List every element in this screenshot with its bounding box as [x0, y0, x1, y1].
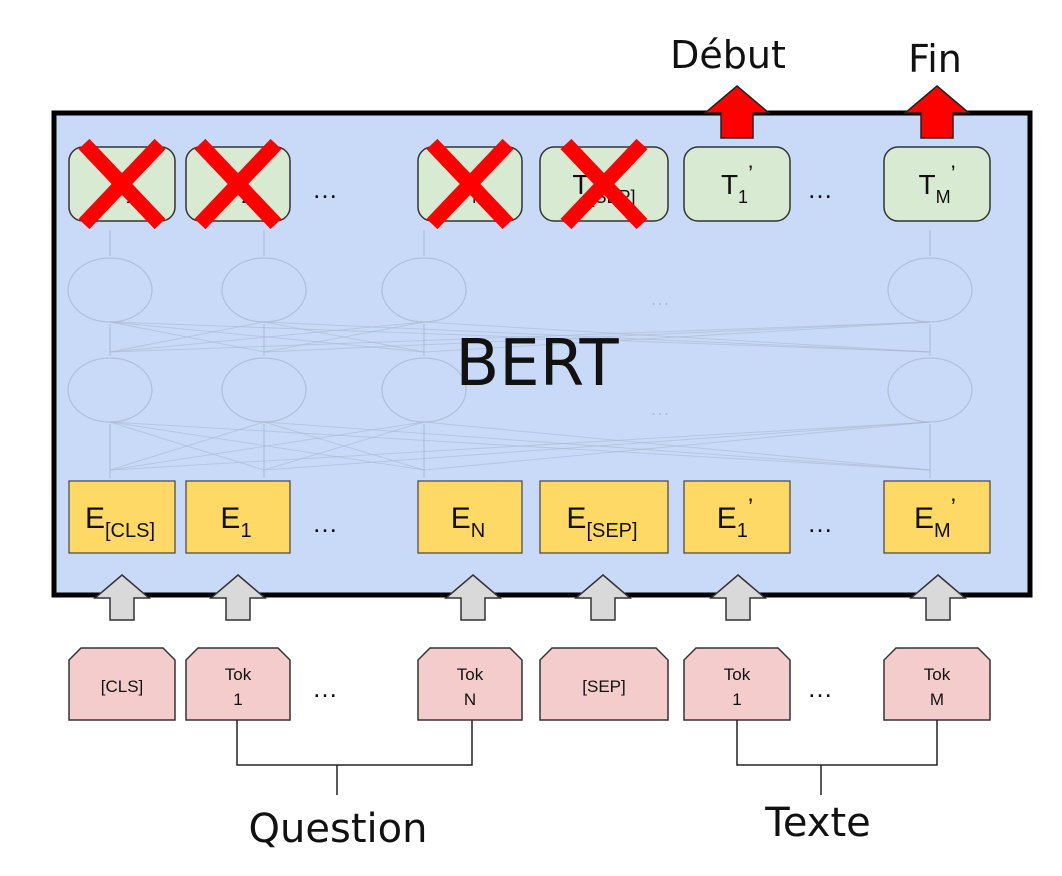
embedding-1: E1 — [185, 480, 291, 554]
network-edge — [109, 421, 931, 471]
embedding-7: EM’ — [883, 480, 991, 554]
ignored-cross-mark — [78, 138, 166, 230]
output-token-7: TM’ — [883, 146, 991, 222]
group-brackets — [236, 720, 938, 795]
output-label: T1’ — [721, 161, 753, 207]
answer-arrow — [902, 85, 972, 139]
question-bracket — [236, 720, 473, 766]
output-token-5: T1’ — [683, 146, 791, 222]
end-label: Fin — [908, 37, 962, 81]
network-edge — [109, 421, 265, 471]
start-label: Début — [670, 33, 786, 77]
context-label: Texte — [764, 800, 871, 846]
embedding-label: E[CLS] — [85, 502, 155, 542]
embedding-5: E1’ — [683, 480, 791, 554]
output-token-0: T1 — [68, 138, 176, 230]
token-label: Tok — [724, 665, 751, 684]
bert-label: BERT — [455, 327, 619, 401]
token-box — [683, 647, 791, 721]
ignored-cross-mark — [194, 138, 282, 230]
token-box — [539, 647, 669, 721]
input-up-arrow — [908, 574, 968, 621]
token-index: 1 — [732, 690, 741, 709]
embedding-label: E[SEP] — [566, 502, 637, 542]
output-box — [883, 146, 991, 222]
embedding-box — [683, 480, 791, 554]
embedding-box — [417, 480, 523, 554]
input-up-arrow — [208, 574, 268, 621]
token-index: M — [930, 690, 944, 709]
output-box — [683, 146, 791, 222]
token-label: Tok — [225, 665, 252, 684]
token-label: [SEP] — [582, 677, 625, 696]
embedding-label: EM’ — [914, 494, 956, 542]
ignored-cross-mark — [426, 138, 514, 230]
input-up-arrow — [443, 574, 503, 621]
embedding-box — [539, 480, 669, 554]
network-edge — [263, 321, 931, 353]
answer-arrow — [702, 85, 772, 139]
network-edge — [263, 321, 425, 353]
output-ellipsis: … — [807, 174, 833, 204]
token-box — [185, 647, 291, 721]
network-edge — [109, 321, 931, 353]
embedding-label: E1’ — [717, 494, 753, 542]
network-edge — [109, 321, 425, 353]
output-token-3: TN — [417, 138, 523, 230]
output-ellipsis: … — [312, 174, 338, 204]
network-ellipsis: … — [650, 398, 670, 420]
embedding-box — [883, 480, 991, 554]
token-box — [883, 647, 991, 721]
network-edge — [423, 321, 931, 353]
network-edge — [423, 421, 931, 471]
faded-transformer-network: …… — [67, 230, 973, 478]
output-token-row: T1T2 … TNT[SEP] T1’ … TM’ — [68, 138, 991, 230]
input-up-arrow — [708, 574, 768, 621]
network-ellipsis: … — [650, 288, 670, 310]
input-token-5: Tok 1 — [683, 647, 791, 721]
embedding-ellipsis: … — [807, 508, 833, 538]
input-token-0: [CLS] — [68, 647, 176, 721]
embedding-4: E[SEP] — [539, 480, 669, 554]
embedding-3: EN — [417, 480, 523, 554]
embedding-label: E1 — [220, 502, 251, 542]
input-up-arrow — [92, 574, 152, 621]
output-label: TM’ — [918, 161, 955, 207]
input-arrow-row — [92, 574, 968, 621]
token-box — [68, 647, 176, 721]
token-index: N — [464, 690, 476, 709]
token-label: Tok — [924, 665, 951, 684]
network-edge — [109, 421, 425, 471]
network-edge — [109, 321, 265, 353]
input-token-row: [CLS] Tok 1 … Tok N [SEP] Tok 1 … Tok M — [68, 647, 991, 721]
ignored-cross-mark — [560, 138, 648, 230]
input-token-4: [SEP] — [539, 647, 669, 721]
token-index: 1 — [233, 690, 242, 709]
question-label: Question — [249, 806, 428, 852]
input-token-1: Tok 1 — [185, 647, 291, 721]
network-edge — [263, 421, 931, 471]
embedding-box — [68, 480, 176, 554]
token-ellipsis: … — [312, 673, 338, 703]
output-token-4: T[SEP] — [539, 138, 669, 230]
input-token-3: Tok N — [417, 647, 523, 721]
token-label: [CLS] — [101, 677, 144, 696]
answer-span-arrows — [702, 85, 972, 139]
embedding-label: EN — [451, 502, 485, 542]
token-label: Tok — [457, 665, 484, 684]
embedding-row: E[CLS] E1 … EN E[SEP] E1’ … EM’ — [68, 480, 991, 554]
output-token-1: T2 — [185, 138, 291, 230]
network-edge — [263, 421, 425, 471]
token-ellipsis: … — [807, 673, 833, 703]
token-box — [417, 647, 523, 721]
embedding-0: E[CLS] — [68, 480, 176, 554]
context-bracket — [736, 720, 938, 766]
input-up-arrow — [573, 574, 633, 621]
embedding-box — [185, 480, 291, 554]
embedding-ellipsis: … — [312, 508, 338, 538]
input-token-7: Tok M — [883, 647, 991, 721]
